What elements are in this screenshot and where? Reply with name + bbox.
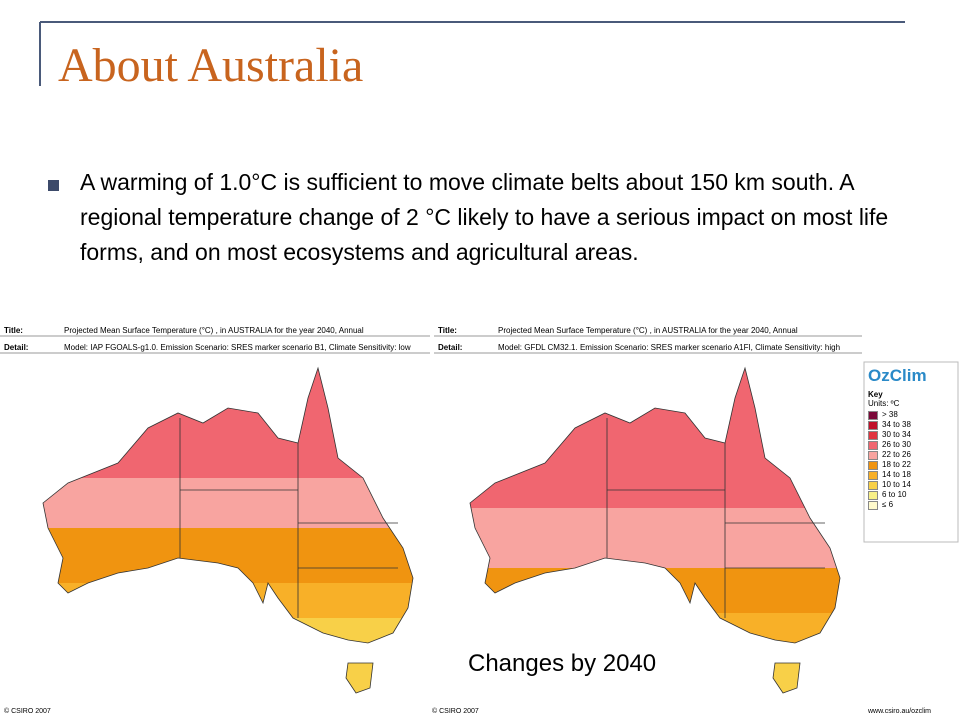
key: OzClim Key Units: ºC > 38 34 to 38 30 to 3… xyxy=(868,366,956,510)
key-item: > 38 xyxy=(868,410,956,420)
label: Detail: xyxy=(438,343,463,352)
key-item: 26 to 30 xyxy=(868,440,956,450)
map-title: Projected Mean Surface Temperature (°C) … xyxy=(64,326,364,335)
key-item: 22 to 26 xyxy=(868,450,956,460)
swatch xyxy=(868,500,878,510)
key-box xyxy=(863,361,959,543)
map-title: Projected Mean Surface Temperature (°C) … xyxy=(498,326,798,335)
key-title: Key xyxy=(868,390,883,399)
swatch xyxy=(868,450,878,460)
label: Detail: xyxy=(4,343,29,352)
key-label: 18 to 22 xyxy=(882,460,911,469)
map-header: Title: Projected Mean Surface Temperature… xyxy=(4,322,430,356)
key-label: 14 to 18 xyxy=(882,470,911,479)
key-item: ≤ 6 xyxy=(868,500,956,510)
swatch xyxy=(868,490,878,500)
slide-title: About Australia xyxy=(58,39,364,92)
map-header: Title: Projected Mean Surface Temperature… xyxy=(438,322,862,356)
swatch xyxy=(868,460,878,470)
key-label: 10 to 14 xyxy=(882,480,911,489)
key-item: 34 to 38 xyxy=(868,420,956,430)
url: www.csiro.au/ozclim xyxy=(868,708,932,715)
credit: © CSIRO 2007 xyxy=(432,708,479,715)
key-units: Units: ºC xyxy=(868,399,900,408)
key-label: 30 to 34 xyxy=(882,430,911,439)
key-label: 34 to 38 xyxy=(882,420,911,429)
swatch xyxy=(868,440,878,450)
bullet-text: A warming of 1.0°C is sufficient to move… xyxy=(80,169,889,265)
key-items: > 38 34 to 38 30 to 34 26 to 30 22 to 26 18 t… xyxy=(868,410,956,510)
caption: Changes by 2040 xyxy=(468,650,657,677)
credit: © CSIRO 2007 xyxy=(4,708,51,715)
swatch xyxy=(868,410,878,420)
swatch xyxy=(868,470,878,480)
swatch xyxy=(868,430,878,440)
key-item: 14 to 18 xyxy=(868,470,956,480)
label: Title: xyxy=(438,326,457,335)
map-detail: Model: IAP FGOALS-g1.0. Emission Scenari… xyxy=(64,343,411,352)
bullet-icon xyxy=(48,180,59,191)
key-item: 10 to 14 xyxy=(868,480,956,490)
key-label: 22 to 26 xyxy=(882,450,911,459)
key-label: 26 to 30 xyxy=(882,440,911,449)
key-item: 18 to 22 xyxy=(868,460,956,470)
key-label: > 38 xyxy=(882,410,898,419)
key-label: ≤ 6 xyxy=(882,500,894,509)
key-label: 6 to 10 xyxy=(882,490,907,499)
key-item: 30 to 34 xyxy=(868,430,956,440)
key-item: 6 to 10 xyxy=(868,490,956,500)
swatch xyxy=(868,480,878,490)
swatch xyxy=(868,420,878,430)
map-detail: Model: GFDL CM32.1. Emission Scenario: S… xyxy=(498,343,841,352)
logo: OzClim xyxy=(868,366,927,385)
label: Title: xyxy=(4,326,23,335)
map-left xyxy=(42,367,414,694)
